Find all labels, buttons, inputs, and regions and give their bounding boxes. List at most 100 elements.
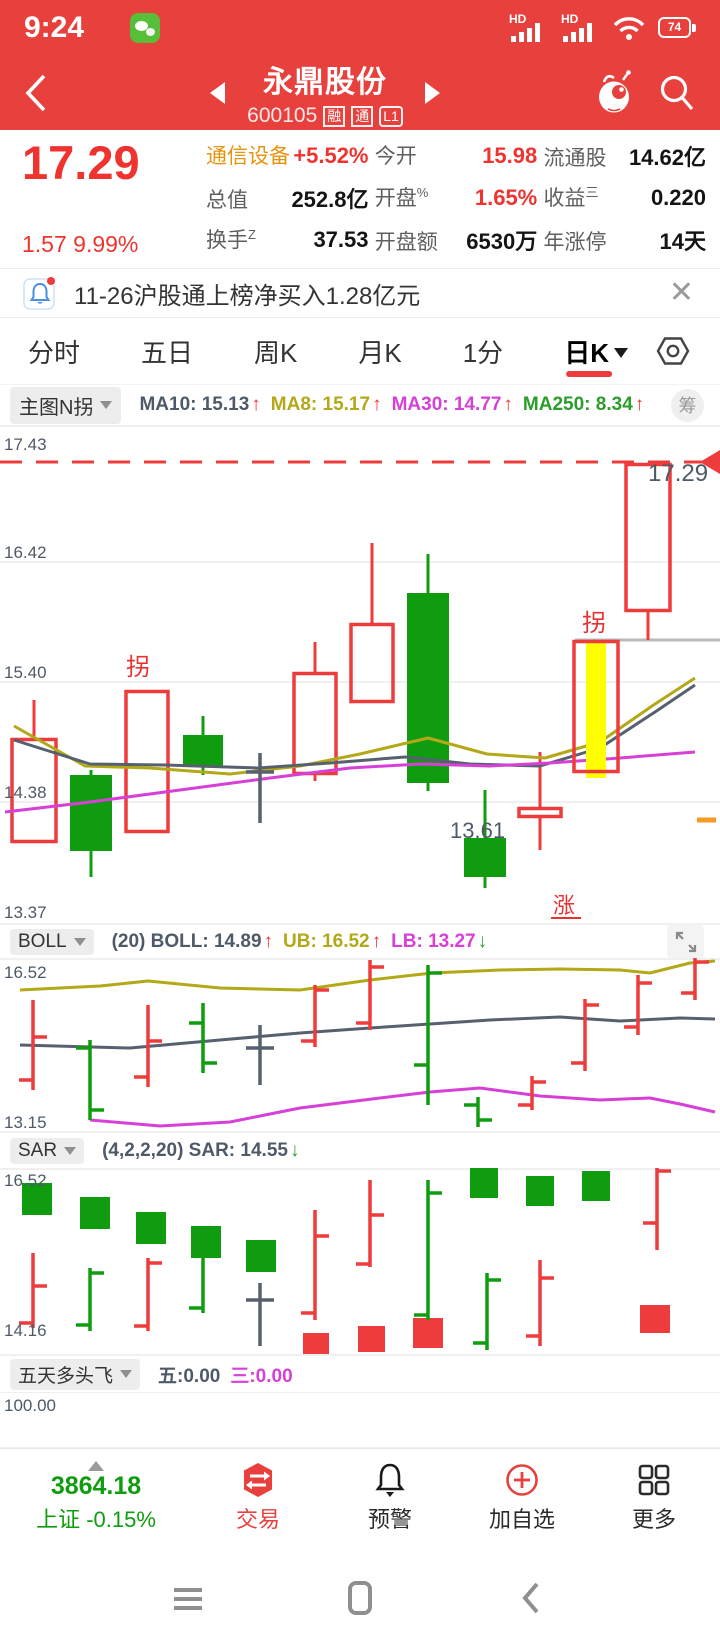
indicator-value: LB: 13.27 bbox=[391, 930, 476, 952]
chevron-down-icon bbox=[73, 937, 86, 946]
chevron-down-icon bbox=[613, 348, 628, 358]
quote-value: 1.65% bbox=[474, 185, 538, 210]
quote-value: 0.220 bbox=[650, 185, 706, 210]
last-price: 17.29 bbox=[22, 136, 140, 189]
stock-code: 600105 bbox=[247, 104, 318, 127]
index-quote-button[interactable]: 3864.18 上证 -0.15% bbox=[0, 1460, 192, 1534]
nav-item-add-watchlist[interactable]: 加自选 bbox=[456, 1461, 588, 1534]
badge-rong: 融 bbox=[323, 105, 346, 127]
search-icon[interactable] bbox=[656, 71, 698, 115]
battery-icon: 74 bbox=[658, 16, 696, 40]
quote-value: 14天 bbox=[659, 229, 706, 254]
quote-value: 252.8亿 bbox=[291, 187, 369, 212]
quote-cell: 总值 252.8亿 bbox=[206, 182, 369, 214]
nav-item-trade[interactable]: 交易 bbox=[192, 1461, 324, 1534]
next-stock-icon[interactable] bbox=[424, 81, 440, 104]
tab-1分[interactable]: 1分 bbox=[462, 337, 504, 368]
sar-values: (4,2,2,20) SAR: 14.55 ↓ bbox=[94, 1140, 299, 1162]
nav-item-alert[interactable]: 预警 bbox=[324, 1461, 456, 1534]
svg-text:16.42: 16.42 bbox=[4, 543, 47, 562]
sar-indicator-row: SAR (4,2,2,20) SAR: 14.55 ↓ bbox=[0, 1133, 720, 1168]
trend-arrow-icon: ↑ bbox=[503, 394, 513, 415]
quote-grid: 通信设备 +5.52% 今开 15.98 流通股 14.62亿 总值 252.8亿 开盘% 1.6… bbox=[194, 138, 710, 258]
indicator-value: (20) BOLL: 14.89 bbox=[111, 930, 262, 952]
sar-chart[interactable]: 16.52 14.16 bbox=[0, 1168, 720, 1356]
tab-月K[interactable]: 月K bbox=[358, 337, 402, 368]
five-day-indicator-chip[interactable]: 五天多头飞 bbox=[10, 1358, 141, 1390]
svg-text:14.38: 14.38 bbox=[4, 783, 47, 802]
cell-signal-icon-1: HD bbox=[509, 12, 540, 42]
svg-text:15.40: 15.40 bbox=[4, 663, 47, 682]
tab-五日[interactable]: 五日 bbox=[141, 337, 194, 368]
clock: 9:24 bbox=[24, 10, 85, 44]
main-indicator-chip[interactable]: 主图N拐 bbox=[10, 386, 122, 424]
app-bar: 永鼎股份 600105 融 通 L1 bbox=[0, 55, 720, 130]
boll-chart[interactable]: 16.52 13.15 bbox=[0, 958, 720, 1133]
back-icon[interactable] bbox=[18, 71, 58, 115]
quote-cell: 换手Z 37.53 bbox=[206, 227, 369, 252]
android-navigation-bar bbox=[0, 1545, 720, 1650]
quote-value: 6530万 bbox=[466, 229, 538, 254]
five-day-y-label: 100.00 bbox=[4, 1396, 56, 1415]
stock-title: 永鼎股份 bbox=[263, 66, 387, 99]
chips-distribution-button[interactable]: 筹 bbox=[671, 388, 704, 422]
price-change: 1.57 9.99% bbox=[22, 231, 139, 257]
trend-arrow-icon: ↑ bbox=[372, 394, 382, 415]
quote-value: 15.98 bbox=[482, 143, 538, 168]
boll-indicator-row: BOLL (20) BOLL: 14.89 ↑ UB: 16.52 ↑ LB: 13.2… bbox=[0, 923, 720, 960]
five-day-indicator-row: 五天多头飞 五:0.00 三:0.00 bbox=[0, 1356, 720, 1392]
index-value: 3864.18 bbox=[50, 1471, 142, 1500]
svg-text:14.16: 14.16 bbox=[4, 1321, 47, 1340]
tab-日K[interactable]: 日K bbox=[564, 318, 628, 384]
indicator-value: 三:0.00 bbox=[230, 1365, 293, 1387]
svg-text:17.43: 17.43 bbox=[4, 435, 47, 454]
indicator-value: MA10: 15.13 bbox=[139, 394, 250, 415]
boll-indicator-chip[interactable]: BOLL bbox=[10, 928, 94, 955]
ma-values: MA10: 15.13 ↑ MA8: 15.17 ↑ MA30: 14.77 ↑ MA250… bbox=[131, 394, 644, 416]
mascot-assistant-icon[interactable] bbox=[592, 69, 638, 117]
index-change: 上证 -0.15% bbox=[36, 1506, 156, 1532]
prev-stock-icon[interactable] bbox=[210, 81, 226, 104]
trend-arrow-icon: ↑ bbox=[251, 394, 261, 415]
quote-cell: 年涨停 14天 bbox=[544, 224, 707, 256]
chart-settings-gear-icon[interactable] bbox=[654, 332, 692, 370]
chevron-down-icon bbox=[64, 1146, 77, 1155]
indicator-value: (4,2,2,20) SAR: 14.55 bbox=[102, 1139, 288, 1161]
back-nav-icon[interactable] bbox=[510, 1578, 554, 1618]
main-indicator-row: 主图N拐 MA10: 15.13 ↑ MA8: 15.17 ↑ MA30: 14.77 ↑… bbox=[0, 385, 720, 425]
trend-arrow-icon: ↑ bbox=[263, 930, 274, 952]
news-bar[interactable]: 11-26沪股通上榜净买入1.28亿元 ✕ bbox=[0, 268, 720, 318]
trade-icon bbox=[244, 1462, 272, 1497]
add-circle-icon bbox=[506, 1463, 538, 1496]
tab-周K[interactable]: 周K bbox=[254, 337, 298, 368]
news-headline: 11-26沪股通上榜净买入1.28亿元 bbox=[74, 282, 421, 310]
five-day-chart[interactable]: 100.00 bbox=[0, 1392, 720, 1448]
svg-text:13.15: 13.15 bbox=[4, 1113, 47, 1132]
alert-bell-icon bbox=[375, 1463, 405, 1497]
close-icon[interactable]: ✕ bbox=[668, 276, 694, 309]
home-icon[interactable] bbox=[338, 1578, 382, 1618]
indicator-value: UB: 16.52 bbox=[283, 930, 370, 952]
status-bar: 9:24 HD HD 74 bbox=[0, 0, 720, 55]
expand-chart-icon[interactable] bbox=[667, 923, 704, 960]
recent-apps-icon[interactable] bbox=[166, 1578, 210, 1618]
svg-text:HD: HD bbox=[509, 12, 527, 26]
badge-l1: L1 bbox=[379, 105, 403, 127]
svg-text:17.29: 17.29 bbox=[648, 460, 708, 487]
quote-value: +5.52% bbox=[293, 143, 369, 168]
sar-indicator-chip[interactable]: SAR bbox=[10, 1137, 85, 1164]
svg-text:拐: 拐 bbox=[582, 610, 606, 637]
quote-panel: 17.29 1.57 9.99% 通信设备 +5.52% 今开 15.98 流通股 14.… bbox=[0, 130, 720, 268]
collapse-handle-icon bbox=[88, 1460, 104, 1471]
svg-text:13.37: 13.37 bbox=[4, 903, 47, 922]
tab-分时[interactable]: 分时 bbox=[28, 337, 81, 368]
boll-values: (20) BOLL: 14.89 ↑ UB: 16.52 ↑ LB: 13.27 ↓ bbox=[104, 931, 488, 953]
svg-text:涨: 涨 bbox=[553, 893, 575, 918]
trend-arrow-icon: ↑ bbox=[371, 930, 382, 952]
nav-item-more[interactable]: 更多 bbox=[588, 1461, 720, 1534]
svg-text:16.52: 16.52 bbox=[4, 963, 47, 982]
quote-cell: 开盘% 1.65% bbox=[374, 185, 538, 210]
quote-cell: 今开 15.98 bbox=[374, 143, 538, 168]
svg-text:HD: HD bbox=[561, 12, 579, 26]
